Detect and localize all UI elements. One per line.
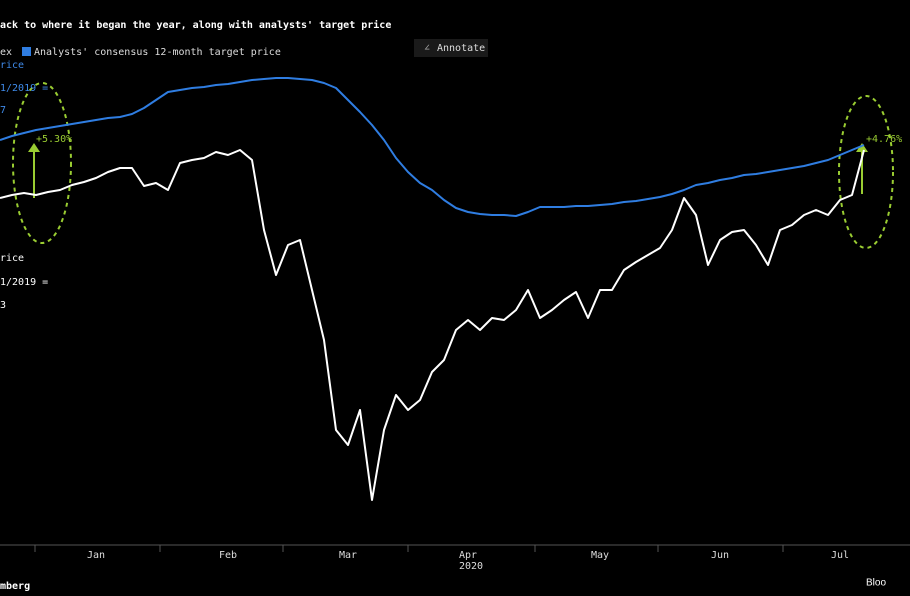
change-label: +4.76% xyxy=(866,134,902,145)
annotate-icon: ∠ xyxy=(424,43,430,54)
month-separators xyxy=(34,545,784,552)
annotate-button-label[interactable]: Annotate xyxy=(437,43,485,54)
legend-label: ex xyxy=(0,47,12,58)
x-tick-label: Feb xyxy=(219,550,237,561)
x-tick-label: Jul xyxy=(831,550,849,561)
annotation-text: 1/2019 = xyxy=(0,83,48,94)
arrows xyxy=(28,143,868,198)
annotation-text: 3 xyxy=(0,300,6,311)
annotation-text: 1/2019 = xyxy=(0,277,48,288)
highlight-ellipse xyxy=(12,82,72,244)
highlight-ellipse xyxy=(838,95,894,249)
x-tick-label: Jan xyxy=(87,550,105,561)
series-line xyxy=(0,77,865,217)
chart-title: ack to where it began the year, along wi… xyxy=(0,19,391,31)
x-tick-label: Mar xyxy=(339,550,357,561)
target-annotation: rice 1/2019 = 7 xyxy=(0,60,48,116)
x-tick-label: Apr xyxy=(459,550,477,561)
x-tick-label: Jun xyxy=(711,550,729,561)
source: mberg xyxy=(0,581,30,592)
change-label: +5.30% xyxy=(36,134,72,145)
legend-label: Analysts' consensus 12-month target pric… xyxy=(34,47,281,58)
logo: Bloo xyxy=(866,578,886,589)
x-tick-label: May xyxy=(591,550,609,561)
annotation-text: rice xyxy=(0,253,24,264)
series-line xyxy=(0,149,865,501)
annotation-text: 7 xyxy=(0,105,6,116)
annotate-button[interactable] xyxy=(414,39,488,57)
annotation-text: rice xyxy=(0,60,24,71)
x-axis-label: 2020 xyxy=(459,561,483,572)
legend-swatch xyxy=(22,47,31,56)
